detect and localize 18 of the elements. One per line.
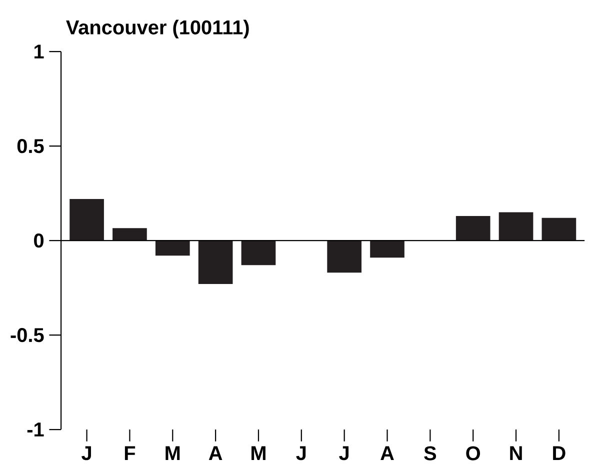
x-tick-label: F	[124, 446, 136, 460]
x-tick-label: J	[296, 446, 306, 460]
x-tick-label: S	[424, 446, 436, 460]
x-tick-label: J	[339, 446, 349, 460]
x-tick-label: M	[166, 446, 180, 460]
x-tick-label: O	[466, 446, 480, 460]
x-tick-label: N	[510, 446, 522, 460]
y-tick-label: 0	[34, 234, 44, 248]
x-tick-label: A	[208, 446, 222, 460]
y-tick-label: -0.5	[10, 328, 44, 342]
x-tick-label: D	[553, 446, 566, 460]
x-tick-label: J	[82, 446, 91, 460]
chart-title: Vancouver (100111)	[66, 20, 249, 38]
y-tick-label: 0.5	[17, 139, 44, 154]
x-tick-label: M	[252, 446, 266, 460]
x-tick-label: A	[380, 446, 394, 460]
y-tick-label: 1	[34, 44, 44, 58]
y-tick-label: -1	[27, 422, 44, 436]
